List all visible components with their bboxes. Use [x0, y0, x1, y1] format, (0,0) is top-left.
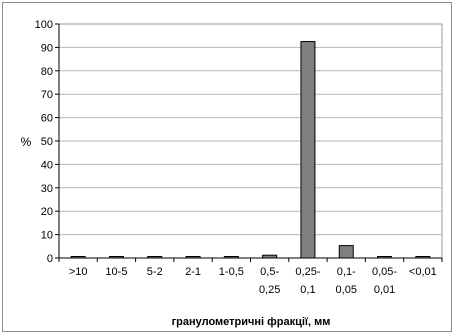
y-tick-label: 50: [41, 136, 53, 148]
bar: [300, 41, 316, 259]
y-tick-label: 70: [41, 89, 53, 101]
bar-chart: 0 10 20 30 40 50 60 70 80 90 100 >10 10-5 5-2 2-1 1-0,…: [21, 19, 443, 328]
x-tick-label: >10: [69, 266, 88, 278]
x-tick-label: 5-2: [147, 266, 163, 278]
y-tick-label: 100: [35, 19, 53, 31]
chart-frame: 0 10 20 30 40 50 60 70 80 90 100 >10 10-5 5-2 2-1 1-0,…: [2, 2, 452, 332]
x-axis-ticks: >10 10-5 5-2 2-1 1-0,5 0,5- 0,25 0,25- 0,1 0,1- 0,…: [58, 258, 443, 296]
y-tick-label: 80: [41, 66, 53, 78]
y-tick-label: 90: [41, 42, 53, 54]
x-tick-label: <0,01: [409, 266, 437, 278]
bar: [338, 245, 354, 259]
gridlines: [59, 46, 442, 236]
y-tick-label: 60: [41, 113, 53, 125]
y-axis-ticks: 0 10 20 30 40 50 60 70 80 90 100: [35, 19, 442, 265]
x-tick-label: 0,25: [259, 284, 280, 296]
x-tick-label: 0,1-: [337, 266, 356, 278]
y-tick-label: 20: [41, 206, 53, 218]
y-tick-label: 40: [41, 159, 53, 171]
x-tick-label: 1-0,5: [219, 266, 244, 278]
y-axis-label: %: [21, 135, 32, 149]
x-tick-label: 2-1: [185, 266, 201, 278]
x-tick-label: 0,05: [336, 284, 357, 296]
y-tick-label: 0: [47, 253, 53, 265]
x-tick-label: 0,25-: [295, 266, 320, 278]
y-tick-label: 30: [41, 183, 53, 195]
y-tick-label: 10: [41, 230, 53, 242]
x-tick-label: 0,01: [374, 284, 395, 296]
x-tick-label: 10-5: [105, 266, 127, 278]
x-tick-label: 0,5-: [260, 266, 279, 278]
x-tick-label: 0,1: [300, 284, 315, 296]
x-axis-label: гранулометричні фракції, мм: [172, 316, 331, 328]
x-tick-label: 0,05-: [372, 266, 397, 278]
